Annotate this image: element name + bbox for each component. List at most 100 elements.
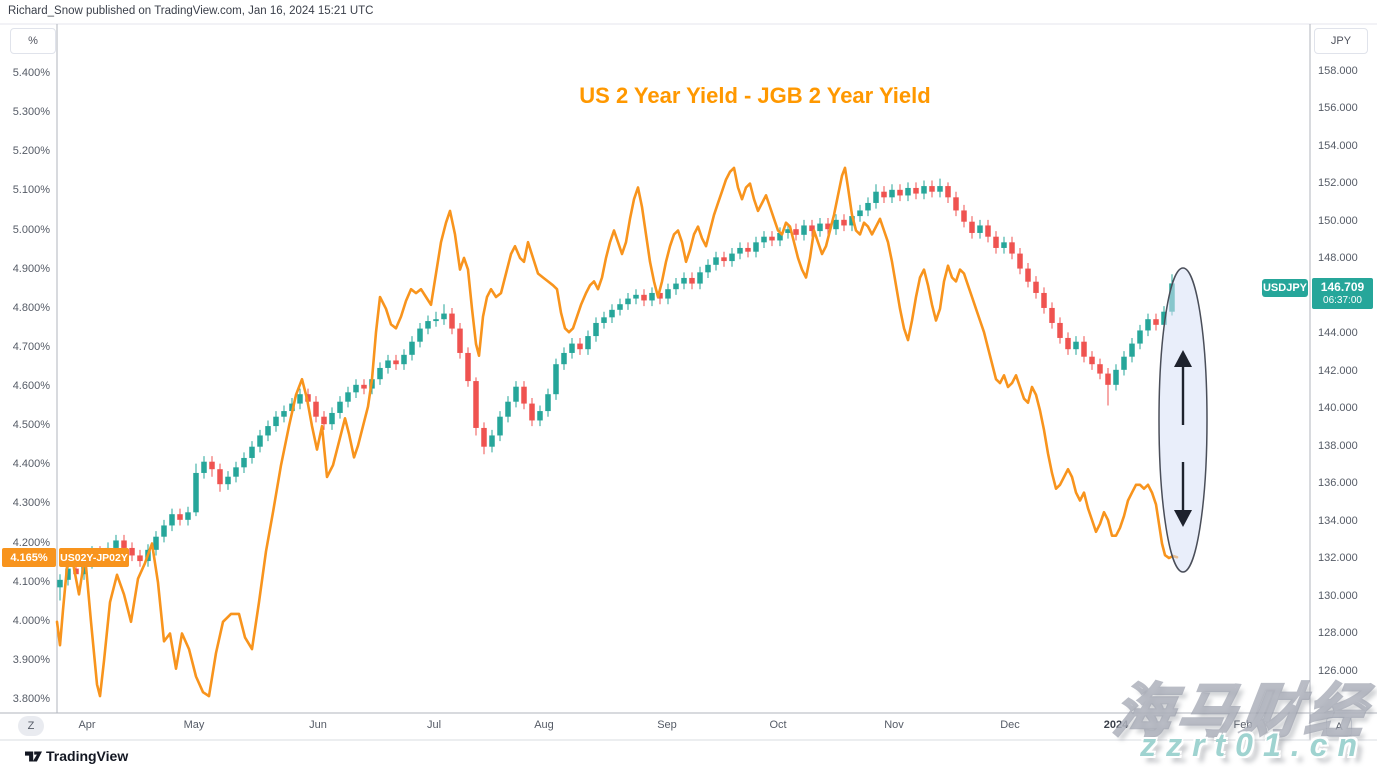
candle-body — [777, 232, 783, 241]
left-axis-tick: 5.000% — [12, 223, 50, 236]
left-axis-tick: 4.400% — [12, 458, 50, 471]
left-axis-tick: 4.200% — [12, 536, 50, 549]
candle-body — [625, 298, 631, 305]
candle-body — [953, 197, 959, 211]
candle-body — [833, 219, 839, 230]
candle-body — [609, 309, 615, 318]
candle-body — [697, 272, 703, 284]
candle-body — [937, 186, 943, 192]
timezone-button[interactable]: Z — [18, 716, 44, 736]
candle-body — [521, 386, 527, 404]
time-axis-label: May — [183, 719, 205, 731]
time-axis-label: Jul — [426, 719, 442, 731]
candle-body — [641, 294, 647, 301]
candle-body — [649, 292, 655, 301]
usdjpy-last-price-badge: 146.709 06:37:00 — [1312, 278, 1373, 309]
right-axis-tick: 142.000 — [1318, 364, 1358, 377]
left-axis-unit-button[interactable]: % — [10, 28, 56, 54]
candle-body — [985, 225, 991, 237]
left-axis-tick: 5.400% — [12, 67, 50, 79]
candle-body — [1121, 356, 1127, 370]
right-axis-tick: 150.000 — [1318, 214, 1358, 227]
candle-body — [769, 236, 775, 241]
arrow-head — [1174, 350, 1192, 367]
candle-body — [1137, 330, 1143, 344]
time-axis-label: Apr — [78, 719, 96, 731]
candle-body — [857, 210, 863, 217]
candle-body — [1033, 281, 1039, 293]
candle-body — [409, 341, 415, 355]
candle-body — [1153, 319, 1159, 325]
candle-body — [505, 401, 511, 417]
candle-body — [257, 435, 263, 447]
time-axis-label: Oct — [769, 719, 787, 731]
candle-body — [169, 514, 175, 526]
usdjpy-symbol-label: USDJPY — [1262, 279, 1308, 297]
right-axis-tick: 134.000 — [1318, 514, 1358, 527]
candle-body — [1041, 292, 1047, 308]
candle-body — [921, 186, 927, 194]
candle-body — [1017, 253, 1023, 269]
candle-body — [689, 277, 695, 284]
candle-body — [361, 384, 367, 389]
candle-body — [57, 579, 63, 588]
candle-body — [273, 416, 279, 427]
right-axis-tick: 154.000 — [1318, 139, 1358, 152]
candle-body — [321, 416, 327, 425]
left-axis-tick: 4.800% — [12, 301, 50, 314]
left-axis-tick: 4.500% — [12, 419, 50, 432]
candle-body — [297, 394, 303, 404]
candle-body — [1081, 341, 1087, 357]
candle-body — [121, 540, 127, 548]
candle-body — [153, 536, 159, 550]
right-axis-unit-button[interactable]: JPY — [1314, 28, 1368, 54]
candle-body — [1113, 369, 1119, 385]
candle-body — [569, 343, 575, 353]
candle-body — [465, 352, 471, 382]
candle-body — [65, 568, 71, 580]
candle-body — [897, 189, 903, 196]
candle-body — [281, 411, 287, 417]
right-axis-tick: 158.000 — [1318, 64, 1358, 77]
candle-body — [137, 555, 143, 562]
candle-body — [73, 568, 79, 575]
candle-body — [1105, 373, 1111, 385]
candle-body — [673, 283, 679, 290]
tradingview-wordmark: TradingView — [46, 747, 129, 764]
candle-body — [553, 364, 559, 395]
spread-symbol-label: US02Y-JP02Y — [59, 548, 129, 567]
candle-body — [849, 216, 855, 226]
left-axis-tick: 4.100% — [12, 575, 50, 588]
right-axis-tick: 126.000 — [1318, 664, 1358, 677]
candle-body — [489, 435, 495, 447]
candle-body — [713, 257, 719, 265]
candle-body — [113, 540, 119, 548]
candle-body — [657, 292, 663, 299]
left-axis-tick: 5.200% — [12, 145, 50, 158]
watermark-text-url: zzrt01.cn — [1140, 727, 1367, 763]
usdjpy-last-price: 146.709 — [1320, 279, 1365, 294]
candle-body — [969, 221, 975, 233]
time-axis-label: 2024 — [1103, 719, 1129, 731]
candle-body — [929, 186, 935, 192]
candle-body — [225, 476, 231, 485]
right-axis-tick: 148.000 — [1318, 252, 1358, 265]
candle-body — [161, 525, 167, 537]
candle-body — [337, 401, 343, 413]
candle-body — [1009, 242, 1015, 254]
auto-scale-button[interactable]: A — [1326, 717, 1352, 737]
candle-body — [889, 189, 895, 198]
right-axis-tick: 132.000 — [1318, 552, 1358, 565]
candle-body — [873, 191, 879, 203]
tradingview-logo-icon — [25, 751, 42, 762]
candle-body — [1065, 337, 1071, 350]
candle-body — [593, 322, 599, 337]
candle-body — [529, 403, 535, 421]
candle-body — [249, 446, 255, 458]
candle-body — [801, 225, 807, 235]
candle-body — [1161, 311, 1167, 325]
candle-body — [817, 223, 823, 232]
right-axis-tick: 136.000 — [1318, 477, 1358, 490]
